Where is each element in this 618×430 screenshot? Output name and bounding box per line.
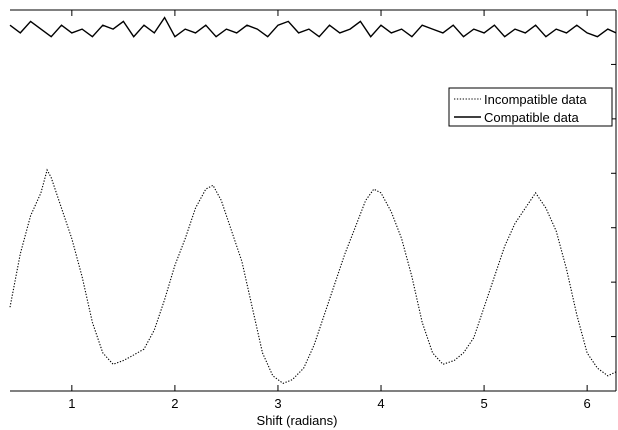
x-tick-label-6: 6 xyxy=(584,396,591,411)
x-tick-label-2: 2 xyxy=(171,396,178,411)
x-tick-label-3: 3 xyxy=(274,396,281,411)
legend-box xyxy=(448,87,613,127)
x-tick-label-5: 5 xyxy=(480,396,487,411)
right-ticks xyxy=(611,63,616,338)
x-ticks xyxy=(71,10,588,391)
legend: Incompatible data Compatible data xyxy=(448,87,613,127)
series-layer xyxy=(9,16,617,385)
x-tick-labels: 1 2 3 4 5 6 xyxy=(68,396,591,411)
series-incompatible-data xyxy=(9,168,617,385)
series-compatible-data xyxy=(9,16,617,38)
legend-label-incompatible: Incompatible data xyxy=(484,92,587,107)
x-axis-label: Shift (radians) xyxy=(257,413,338,428)
x-tick-label-1: 1 xyxy=(68,396,75,411)
legend-label-compatible: Compatible data xyxy=(484,110,579,125)
x-tick-label-4: 4 xyxy=(377,396,384,411)
